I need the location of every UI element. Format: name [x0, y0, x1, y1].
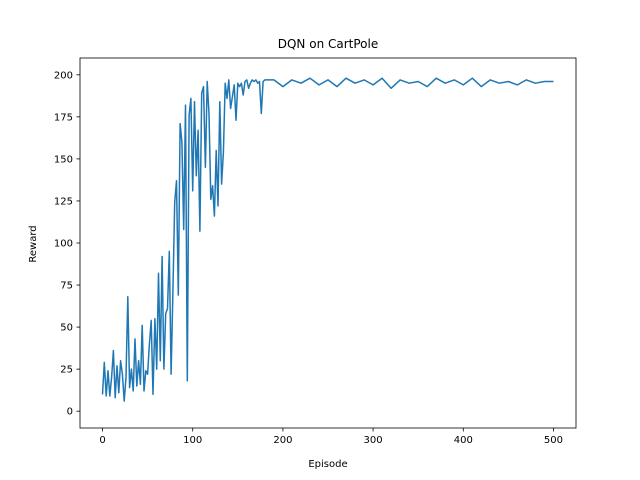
plot-area: [101, 77, 554, 402]
y-tick-label: 0: [67, 407, 73, 418]
axes: 0 100 200 300 400 500 0 25 50 75 100 125 150 175 200: [54, 57, 577, 446]
x-tick-label: 200: [273, 435, 292, 446]
x-axis-label: Episode: [308, 459, 347, 470]
y-tick-label: 25: [60, 365, 73, 376]
y-tick-label: 50: [60, 323, 73, 334]
y-axis-label: Reward: [28, 225, 39, 262]
chart-title: DQN on CartPole: [278, 37, 378, 51]
y-tick-label: 125: [54, 196, 73, 207]
x-tick-label: 300: [364, 435, 383, 446]
y-tick-label: 175: [54, 112, 73, 123]
x-tick-label: 100: [183, 435, 202, 446]
y-tick-label: 150: [54, 154, 73, 165]
x-tick-label: 0: [99, 435, 105, 446]
series-line-0: [101, 77, 554, 402]
y-tick-label: 100: [54, 239, 73, 250]
y-tick-label: 200: [54, 70, 73, 81]
y-tick-label: 75: [60, 281, 73, 292]
x-tick-label: 500: [544, 435, 563, 446]
x-tick-label: 400: [454, 435, 473, 446]
